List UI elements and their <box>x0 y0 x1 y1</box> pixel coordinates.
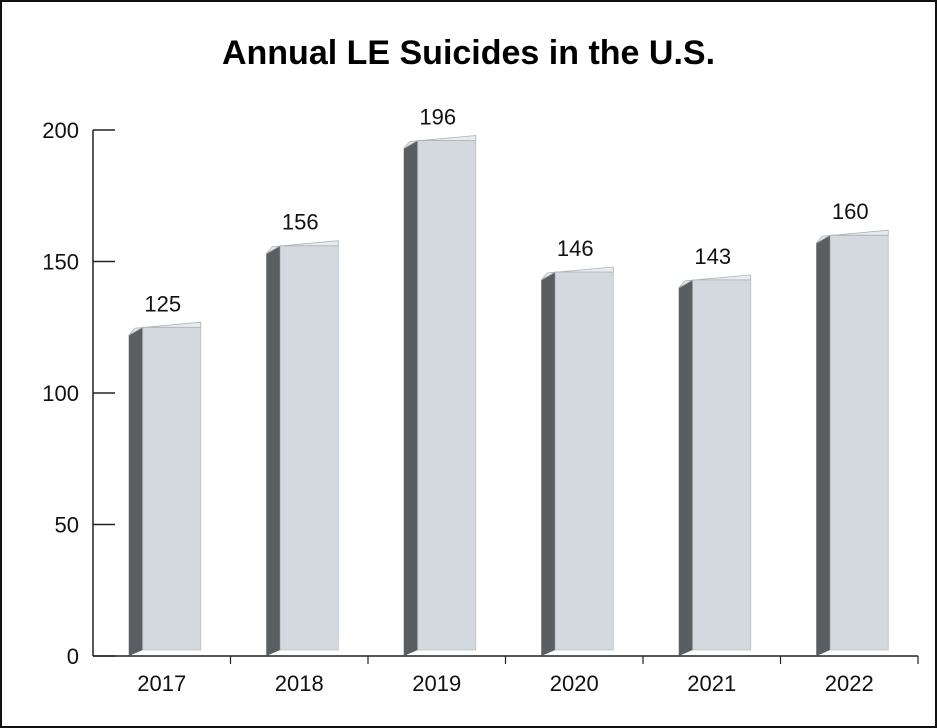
data-label: 196 <box>419 105 456 130</box>
bar-top <box>403 135 477 149</box>
x-tick-label: 2017 <box>137 671 186 696</box>
x-tick-label: 2020 <box>550 671 599 696</box>
y-tick-label: 50 <box>55 513 79 538</box>
bar-side <box>266 245 281 656</box>
bar-2020 <box>540 266 614 656</box>
x-tick-label: 2019 <box>412 671 461 696</box>
bar-top <box>678 274 752 289</box>
bar-front <box>829 234 889 651</box>
x-tick-label: 2018 <box>275 671 324 696</box>
bar-2021 <box>678 274 752 656</box>
bar-front <box>692 279 752 651</box>
bar-2022 <box>815 229 889 656</box>
x-tick-label: 2021 <box>687 671 736 696</box>
bar-front <box>279 245 339 651</box>
bar-side <box>128 327 143 656</box>
data-label: 125 <box>144 291 181 316</box>
x-tick-label: 2022 <box>825 671 874 696</box>
bar-front <box>554 271 614 651</box>
bar-2017 <box>128 321 202 656</box>
bars <box>128 135 889 656</box>
axes: 0 50 100 150 200 <box>42 118 919 669</box>
data-label: 143 <box>694 244 731 269</box>
bar-2018 <box>265 240 339 656</box>
y-tick-label: 150 <box>42 250 79 275</box>
chart-title: Annual LE Suicides in the U.S. <box>221 34 716 72</box>
labels: 125 2017 156 2018 196 2019 146 2020 143 2021 160 20… <box>137 105 873 696</box>
bar-side <box>816 235 831 656</box>
bar-front <box>142 326 202 651</box>
y-tick-label: 100 <box>42 381 79 406</box>
bar-top <box>265 240 339 255</box>
bar-front <box>417 140 477 651</box>
bar-2019 <box>403 135 477 656</box>
bar-top <box>815 229 889 244</box>
bar-top <box>540 266 614 281</box>
y-tick-label: 200 <box>42 118 79 143</box>
bar-top <box>128 321 202 336</box>
data-label: 156 <box>282 210 319 235</box>
bar-side <box>541 272 556 656</box>
bar-side <box>403 140 418 656</box>
data-label: 160 <box>832 199 869 224</box>
data-label: 146 <box>557 236 594 261</box>
bar-side <box>678 279 693 656</box>
y-tick-label: 0 <box>67 644 79 669</box>
